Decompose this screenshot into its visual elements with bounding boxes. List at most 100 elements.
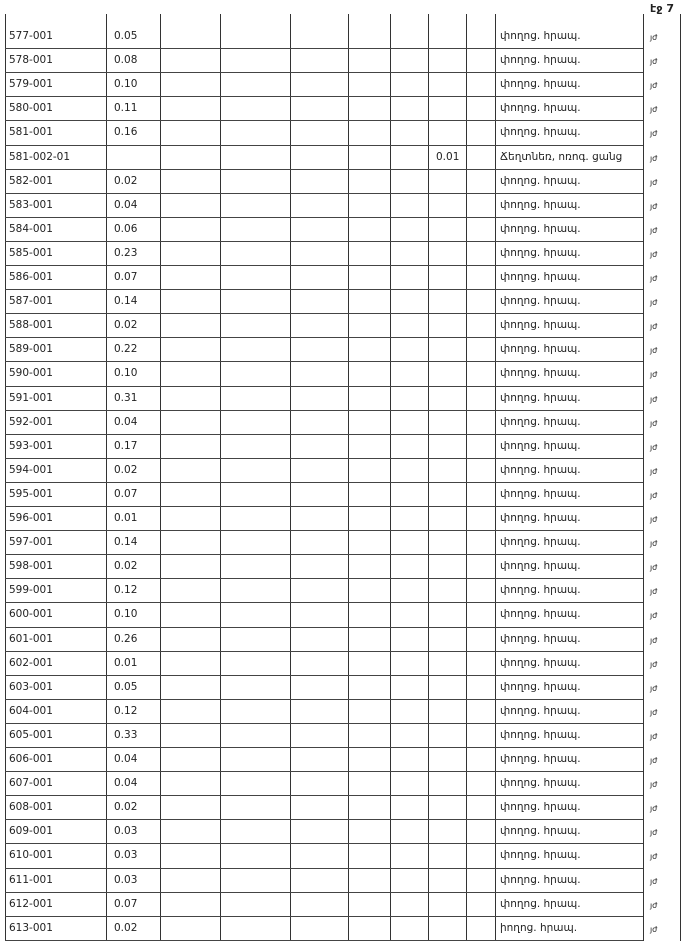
- area: 0.07: [114, 271, 138, 283]
- land-use: փողոց. հրապ.: [500, 126, 581, 139]
- row-rule: [5, 337, 643, 339]
- mark: յժ: [650, 924, 658, 934]
- area: 0.04: [114, 198, 138, 211]
- mark: յժ: [650, 587, 658, 597]
- area: 0.17: [114, 439, 138, 452]
- parcel-code: 583-001: [9, 198, 53, 211]
- row-rule: [5, 361, 643, 363]
- row-rule: [5, 385, 643, 387]
- row-rule: [5, 674, 643, 676]
- mark: յժ: [650, 828, 658, 838]
- parcel-code: 599-001: [9, 584, 53, 597]
- land-use: փողոց. հրապ.: [500, 487, 581, 500]
- parcel-code: 588-001: [9, 319, 53, 332]
- land-use: փողոց. հրապ.: [500, 174, 581, 187]
- row-rule: [5, 120, 643, 122]
- mark: յժ: [650, 81, 658, 91]
- row-rule: [5, 72, 643, 74]
- row-rule: [5, 289, 643, 291]
- parcel-code: 604-001: [9, 704, 53, 717]
- parcel-code: 591-001: [9, 391, 53, 404]
- land-use: փողոց. հրապ.: [500, 560, 581, 573]
- mark: յժ: [650, 129, 658, 139]
- column-rule: [495, 14, 496, 941]
- mark: յժ: [650, 852, 658, 862]
- parcel-code: 581-001: [9, 126, 53, 139]
- area: 0.03: [114, 873, 138, 886]
- column-rule: [428, 14, 429, 941]
- parcel-code: 585-001: [9, 246, 53, 259]
- mark: յժ: [650, 346, 658, 356]
- area: 0.04: [114, 753, 138, 765]
- area: 0.01: [114, 512, 138, 524]
- land-use: փողոց. հրապ.: [500, 753, 581, 765]
- land-use: փողոց. հրապ.: [500, 222, 581, 235]
- row-rule: [5, 506, 643, 507]
- land-use: փողոց. հրապ.: [500, 415, 581, 428]
- land-use: փողոց. հրապ.: [500, 78, 581, 91]
- land-use: փողոց. հրապ.: [500, 777, 581, 790]
- row-rule: [5, 891, 643, 893]
- mark: յժ: [650, 731, 658, 741]
- area: 0.33: [114, 728, 138, 741]
- mark: յժ: [650, 418, 658, 428]
- area: 0.16: [114, 126, 138, 139]
- row-rule: [5, 144, 643, 146]
- parcel-code: 592-001: [9, 415, 53, 428]
- land-use: փողոց. հրապ.: [500, 728, 581, 741]
- row-rule: [5, 698, 643, 700]
- area: 0.26: [114, 632, 138, 645]
- area: 0.07: [114, 487, 138, 500]
- row-rule: [5, 771, 643, 773]
- area: 0.22: [114, 343, 138, 356]
- mark: յժ: [650, 707, 658, 717]
- row-rule: [5, 722, 643, 724]
- mark: յժ: [650, 201, 658, 211]
- land-use: փողոց. հրապ.: [500, 897, 581, 910]
- land-use: փողոց. հրապ.: [500, 439, 581, 452]
- row-rule: [5, 240, 643, 242]
- land-use: փողոց. հրապ.: [500, 656, 581, 669]
- parcel-code: 612-001: [9, 897, 53, 910]
- parcel-code: 601-001: [9, 632, 53, 645]
- row-rule: [5, 481, 643, 483]
- mark: յժ: [650, 611, 658, 621]
- mark: յժ: [650, 466, 658, 476]
- column-rule: [390, 14, 391, 941]
- column-rule: [348, 14, 349, 941]
- land-use: փողոց. հրապ.: [500, 873, 581, 886]
- parcel-code: 610-001: [9, 849, 53, 862]
- land-use: փողոց. հրապ.: [500, 849, 581, 862]
- column-rule: [680, 14, 681, 941]
- area: 0.02: [114, 463, 138, 476]
- area-other: 0.01: [436, 150, 460, 163]
- mark: յժ: [650, 780, 658, 790]
- area: 0.14: [114, 536, 138, 549]
- mark: յժ: [650, 249, 658, 259]
- parcel-code: 579-001: [9, 78, 53, 91]
- column-rule: [106, 14, 107, 941]
- mark: յժ: [650, 635, 658, 645]
- row-rule: [5, 819, 643, 821]
- land-use: փողոց. հրապ.: [500, 512, 581, 524]
- parcel-code: 581-002-01: [9, 150, 71, 163]
- land-use: փողոց. հրապ.: [500, 680, 581, 693]
- land-use: փողոց. հրապ.: [500, 608, 581, 621]
- column-rule: [220, 14, 221, 941]
- land-use: Ճեղտնեռ, ոռոգ. ցանց: [500, 150, 623, 163]
- row-rule: [5, 867, 643, 869]
- row-rule: [5, 554, 643, 556]
- parcel-code: 607-001: [9, 777, 53, 790]
- mark: յժ: [650, 756, 658, 765]
- land-use: իողոց. հրապ.: [500, 921, 578, 934]
- area: 0.23: [114, 246, 138, 259]
- area: 0.04: [114, 777, 138, 790]
- area: 0.31: [114, 391, 138, 404]
- parcel-code: 593-001: [9, 439, 53, 452]
- row-rule: [5, 48, 643, 50]
- row-rule: [5, 650, 643, 652]
- column-rule: [160, 14, 161, 941]
- mark: յժ: [650, 274, 658, 283]
- area: 0.05: [114, 30, 138, 42]
- parcel-code: 605-001: [9, 728, 53, 741]
